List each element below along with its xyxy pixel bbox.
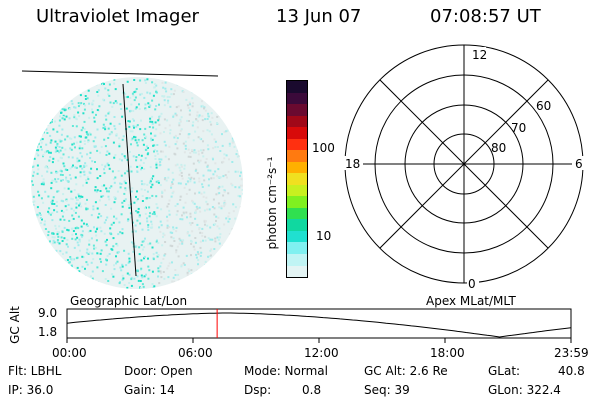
lat-label-70: 70 — [511, 121, 526, 135]
colorbar-tick-100: 100 — [312, 141, 335, 155]
mlt-label-12: 12 — [472, 48, 487, 62]
timeline-axis-title: GC Alt — [7, 306, 22, 344]
colorbar-unit-label: photon cm⁻²s⁻¹ — [265, 156, 279, 250]
timeline-xtick-1800: 18:00 — [430, 346, 465, 360]
lat-label-60: 60 — [536, 99, 551, 113]
colorbar-segment — [287, 196, 307, 208]
mlt-label-6: 6 — [575, 157, 583, 171]
colorbar-segment — [287, 184, 307, 197]
colorbar — [286, 80, 308, 278]
status-dsp-label: Dsp: — [244, 383, 272, 397]
polar-plot: 12 18 6 0 80 70 60 — [343, 44, 584, 291]
colorbar-segment — [287, 92, 307, 105]
timeline-frame — [66, 308, 572, 339]
colorbar-segment — [287, 104, 307, 116]
status-dsp-value: 0.8 — [302, 383, 322, 397]
timeline-ytick-9: 9.0 — [38, 306, 58, 320]
colorbar-segment — [287, 161, 307, 174]
date-label: 13 Jun 07 — [276, 6, 362, 27]
colorbar-segment — [287, 150, 307, 162]
mlt-label-0: 0 — [468, 277, 476, 291]
colorbar-segment — [287, 207, 307, 220]
meridian-line — [122, 83, 137, 277]
status-gc-alt: GC Alt: 2.6 Re — [364, 364, 448, 378]
status-ip: IP: 36.0 — [8, 383, 54, 397]
terminator-line — [21, 70, 219, 77]
colorbar-segment — [287, 81, 307, 93]
status-mode: Mode: Normal — [244, 364, 328, 378]
timeline-xtick-2359: 23:59 — [554, 346, 589, 360]
timeline-plot — [66, 308, 572, 343]
timeline-right-label: Apex MLat/MLT — [426, 294, 516, 308]
timeline-ytick-1-8: 1.8 — [38, 325, 58, 339]
uv-image-panel — [21, 70, 243, 289]
status-seq: Seq: 39 — [364, 383, 410, 397]
timeline-xtick-0000: 00:00 — [52, 346, 87, 360]
status-glat-value: 40.8 — [558, 364, 585, 378]
colorbar-segment — [287, 242, 307, 254]
colorbar-segment — [287, 230, 307, 243]
status-flt: Flt: LBHL — [8, 364, 62, 378]
timeline-xtick-1200: 12:00 — [304, 346, 339, 360]
colorbar-segment — [287, 127, 307, 139]
status-glat-label: GLat: — [488, 364, 521, 378]
timeline-xtick-0600: 06:00 — [178, 346, 213, 360]
status-gain: Gain: 14 — [124, 383, 175, 397]
colorbar-segment — [287, 138, 307, 151]
instrument-title: Ultraviolet Imager — [36, 6, 199, 27]
colorbar-segment — [287, 253, 307, 266]
mlt-label-18: 18 — [345, 157, 360, 171]
status-door: Door: Open — [124, 364, 193, 378]
polar-diagonal-2 — [379, 79, 549, 249]
colorbar-segment — [287, 265, 307, 278]
status-glon: GLon: 322.4 — [488, 383, 561, 397]
colorbar-segment — [287, 219, 307, 231]
altitude-curve — [66, 312, 572, 338]
colorbar-tick-10: 10 — [316, 229, 332, 243]
lat-label-80: 80 — [491, 141, 506, 155]
colorbar-segment — [287, 115, 307, 128]
time-label: 07:08:57 UT — [430, 6, 541, 27]
timeline-left-label: Geographic Lat/Lon — [70, 294, 188, 308]
colorbar-segment — [287, 173, 307, 185]
